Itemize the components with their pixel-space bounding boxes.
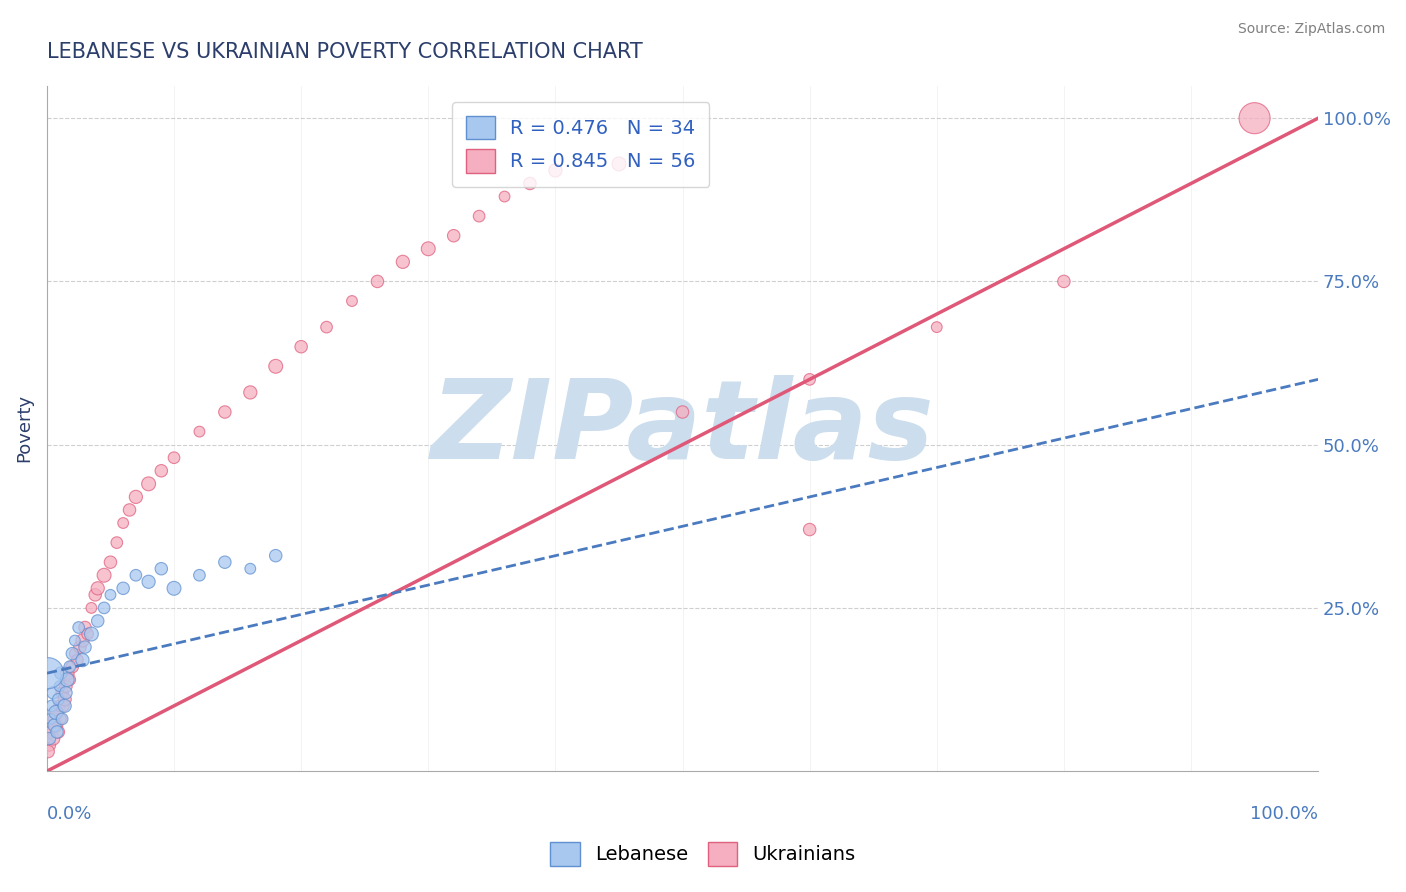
Point: [163, 450, 186, 465]
Point: [80, 627, 103, 641]
Point: [239, 385, 262, 400]
Point: [93, 601, 115, 615]
Point: [290, 340, 312, 354]
Text: Source: ZipAtlas.com: Source: ZipAtlas.com: [1237, 22, 1385, 37]
Point: [42, 686, 65, 700]
Point: [66, 653, 89, 667]
Point: [214, 555, 236, 569]
Point: [264, 359, 287, 374]
Point: [125, 568, 148, 582]
Point: [150, 464, 173, 478]
Point: [45, 706, 67, 720]
Point: [100, 555, 122, 569]
Point: [112, 516, 135, 530]
Text: 0.0%: 0.0%: [46, 805, 93, 823]
Point: [138, 476, 160, 491]
Point: [84, 588, 107, 602]
Point: [544, 163, 567, 178]
Point: [214, 405, 236, 419]
Point: [1053, 274, 1076, 288]
Point: [53, 698, 76, 713]
Point: [150, 562, 173, 576]
Point: [799, 372, 821, 386]
Text: 100.0%: 100.0%: [1250, 805, 1319, 823]
Point: [112, 582, 135, 596]
Point: [44, 718, 66, 732]
Point: [125, 490, 148, 504]
Point: [59, 673, 82, 687]
Point: [418, 242, 440, 256]
Point: [925, 320, 948, 334]
Point: [42, 731, 65, 746]
Point: [264, 549, 287, 563]
Point: [48, 679, 70, 693]
Point: [1243, 111, 1265, 125]
Y-axis label: Poverty: Poverty: [15, 394, 32, 462]
Point: [44, 712, 66, 726]
Point: [37, 745, 59, 759]
Point: [607, 157, 630, 171]
Point: [46, 725, 69, 739]
Point: [443, 228, 465, 243]
Point: [41, 698, 63, 713]
Point: [118, 503, 141, 517]
Point: [39, 725, 62, 739]
Point: [51, 712, 73, 726]
Point: [468, 209, 491, 223]
Text: ZIPatlas: ZIPatlas: [430, 375, 935, 482]
Point: [67, 620, 90, 634]
Point: [340, 293, 363, 308]
Point: [80, 601, 103, 615]
Point: [37, 666, 59, 681]
Point: [46, 706, 69, 720]
Point: [87, 582, 110, 596]
Point: [63, 633, 86, 648]
Point: [60, 647, 83, 661]
Point: [59, 659, 82, 673]
Legend: R = 0.476   N = 34, R = 0.845   N = 56: R = 0.476 N = 34, R = 0.845 N = 56: [453, 102, 710, 186]
Point: [366, 274, 388, 288]
Point: [49, 666, 72, 681]
Point: [188, 425, 211, 439]
Point: [39, 712, 62, 726]
Point: [38, 738, 60, 752]
Point: [69, 640, 91, 654]
Point: [519, 177, 541, 191]
Point: [45, 718, 67, 732]
Point: [105, 535, 128, 549]
Point: [49, 712, 72, 726]
Point: [93, 568, 115, 582]
Point: [72, 633, 94, 648]
Point: [51, 686, 73, 700]
Point: [315, 320, 337, 334]
Point: [100, 588, 122, 602]
Point: [56, 673, 79, 687]
Point: [163, 582, 186, 596]
Point: [48, 698, 70, 713]
Point: [494, 189, 516, 203]
Point: [55, 686, 77, 700]
Point: [138, 574, 160, 589]
Point: [87, 614, 110, 628]
Point: [63, 647, 86, 661]
Point: [56, 666, 79, 681]
Point: [799, 523, 821, 537]
Point: [38, 731, 60, 746]
Point: [72, 653, 94, 667]
Point: [55, 679, 77, 693]
Text: LEBANESE VS UKRAINIAN POVERTY CORRELATION CHART: LEBANESE VS UKRAINIAN POVERTY CORRELATIO…: [46, 42, 643, 62]
Point: [46, 692, 69, 706]
Point: [52, 698, 75, 713]
Point: [73, 620, 96, 634]
Point: [73, 640, 96, 654]
Point: [46, 725, 69, 739]
Point: [76, 627, 98, 641]
Point: [53, 692, 76, 706]
Legend: Lebanese, Ukrainians: Lebanese, Ukrainians: [543, 834, 863, 873]
Point: [188, 568, 211, 582]
Point: [60, 659, 83, 673]
Point: [239, 562, 262, 576]
Point: [392, 255, 415, 269]
Point: [671, 405, 693, 419]
